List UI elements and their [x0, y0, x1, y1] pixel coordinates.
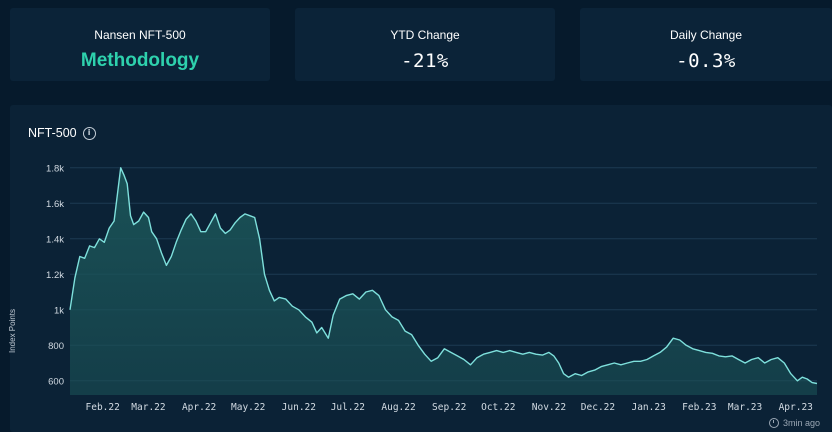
x-tick-label: Oct.22	[481, 402, 515, 413]
y-tick-label: 1k	[54, 305, 64, 316]
chart-panel: 600 800 1k 1.2k 1.4k 1.6k 1.8k Feb.22 Mar.22 Apr.…	[8, 105, 832, 432]
y-tick-label: 1.8k	[46, 163, 64, 174]
index-card-label: Nansen NFT-500	[94, 28, 186, 42]
x-tick-label: Mar.22	[131, 402, 165, 413]
daily-change-card: Daily Change -0.3%	[580, 8, 832, 81]
x-tick-label: Dec.22	[581, 402, 615, 413]
daily-change-label: Daily Change	[669, 28, 743, 42]
clock-icon	[768, 418, 779, 428]
series-area	[70, 167, 817, 395]
y-tick-label: 1.6k	[46, 199, 64, 210]
ytd-change-card: YTD Change -21%	[295, 8, 555, 81]
info-icon[interactable]: i	[82, 126, 96, 140]
y-tick-label: 800	[48, 341, 64, 352]
x-tick-label: Aug.22	[381, 402, 415, 413]
x-tick-label: Nov.22	[532, 402, 566, 413]
x-tick-label: Feb.23	[682, 402, 716, 413]
y-tick-label: 1.4k	[46, 234, 64, 245]
chart-title: NFT-500 i	[28, 126, 96, 140]
ytd-change-label: YTD Change	[390, 28, 460, 42]
x-tick-label: May.22	[231, 402, 265, 413]
x-tick-label: Jan.23	[631, 402, 665, 413]
index-chart[interactable]: 600 800 1k 1.2k 1.4k 1.6k 1.8k Feb.22 Mar.22 Apr.…	[10, 105, 832, 432]
last-updated-text: 3min ago	[782, 418, 820, 428]
methodology-link[interactable]: Methodology	[80, 50, 200, 71]
series-line	[69, 167, 818, 385]
daily-change-value: -0.3%	[676, 50, 736, 72]
x-tick-label: Feb.22	[86, 402, 120, 413]
x-tick-label: Apr.23	[779, 402, 813, 413]
x-tick-label: Jun.22	[282, 402, 316, 413]
index-card: Nansen NFT-500 Methodology	[10, 8, 270, 81]
ytd-change-value: -21%	[401, 50, 449, 72]
y-axis-label: Index Points	[8, 308, 17, 353]
x-tick-label: Mar.23	[728, 402, 762, 413]
x-tick-label: Sep.22	[432, 402, 466, 413]
chart-title-text: NFT-500	[28, 126, 77, 140]
y-tick-label: 1.2k	[46, 270, 64, 281]
x-tick-label: Jul.22	[331, 402, 365, 413]
last-updated: 3min ago	[768, 418, 820, 428]
y-tick-label: 600	[48, 376, 64, 387]
x-tick-label: Apr.22	[182, 402, 216, 413]
